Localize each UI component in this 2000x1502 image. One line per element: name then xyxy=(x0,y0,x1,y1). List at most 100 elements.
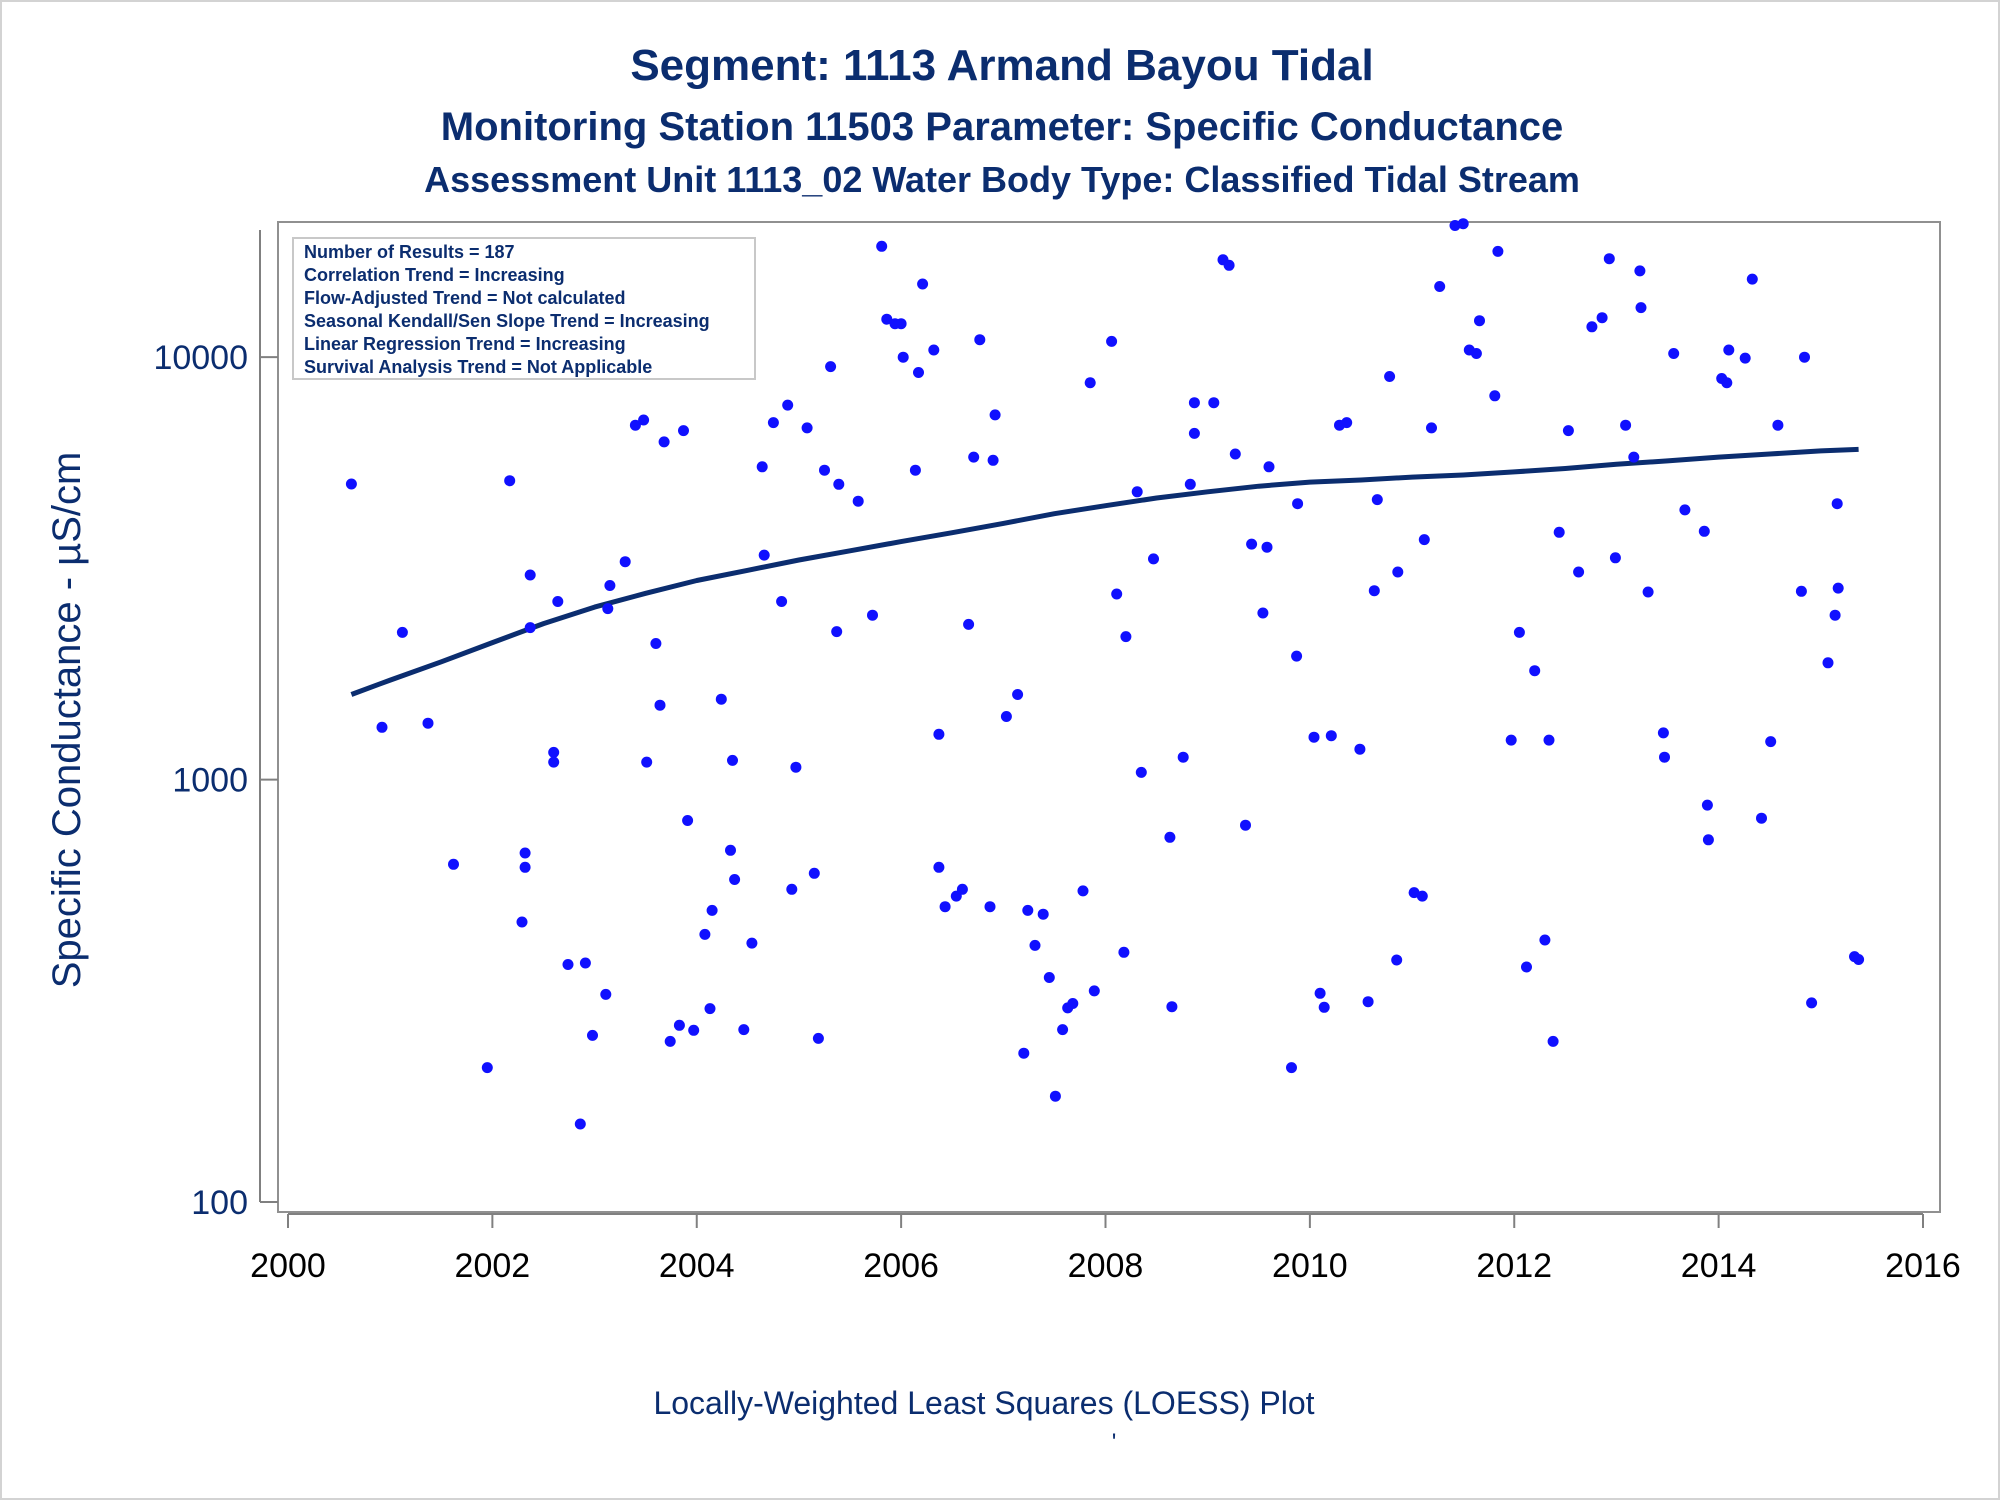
data-point xyxy=(1701,799,1713,811)
data-point xyxy=(1164,831,1176,843)
stats-line: Survival Analysis Trend = Not Applicable xyxy=(304,357,652,377)
data-point xyxy=(1799,351,1810,363)
data-point xyxy=(1756,812,1767,824)
data-point xyxy=(562,959,574,970)
data-point xyxy=(524,569,536,581)
data-point xyxy=(548,746,560,758)
data-point xyxy=(1043,972,1055,983)
data-point xyxy=(1543,734,1555,746)
data-point xyxy=(897,351,909,363)
data-point xyxy=(688,1024,700,1036)
data-point xyxy=(1628,451,1640,463)
plot-area xyxy=(277,221,1941,1213)
data-point xyxy=(1657,727,1669,739)
data-point xyxy=(1795,585,1807,597)
data-point xyxy=(1418,534,1430,546)
data-point xyxy=(1292,498,1304,510)
data-point xyxy=(1263,461,1275,473)
data-point xyxy=(519,847,531,859)
data-point xyxy=(767,417,779,429)
chart-subtitle: Monitoring Station 11503 Parameter: Spec… xyxy=(441,105,1564,149)
data-point xyxy=(1325,730,1337,742)
data-point xyxy=(1831,498,1843,510)
data-point xyxy=(1702,834,1714,846)
x-tick-label: 2012 xyxy=(1476,1247,1552,1285)
data-point xyxy=(516,916,528,928)
footnote-mark: ' xyxy=(1112,1429,1117,1456)
data-point xyxy=(1371,494,1383,506)
stats-line: Seasonal Kendall/Sen Slope Trend = Incre… xyxy=(304,311,710,331)
data-point xyxy=(808,867,820,879)
y-tick-label: 1000 xyxy=(172,762,248,800)
data-point xyxy=(1505,734,1517,746)
data-point xyxy=(1822,657,1834,669)
x-tick-label: 2014 xyxy=(1681,1247,1757,1285)
data-point xyxy=(1000,711,1012,722)
x-tick-label: 2006 xyxy=(863,1247,939,1285)
data-point xyxy=(574,1118,586,1130)
data-point xyxy=(1362,996,1374,1008)
data-point xyxy=(1659,751,1670,763)
data-point xyxy=(933,861,945,873)
x-axis: 2000 2002 2004 2006 2008 2010 2012 2014 2016 xyxy=(250,1213,1961,1285)
data-point xyxy=(1368,585,1380,597)
y-tick-label: 10000 xyxy=(153,339,248,377)
data-point xyxy=(682,815,694,826)
data-point xyxy=(706,904,718,916)
data-point xyxy=(1829,609,1841,621)
data-point xyxy=(604,580,616,591)
data-point xyxy=(1135,766,1147,778)
data-point xyxy=(548,756,560,768)
data-point xyxy=(1529,665,1541,677)
loess-layer xyxy=(350,446,1859,697)
data-point xyxy=(746,937,758,949)
data-point xyxy=(699,928,711,940)
data-point xyxy=(1077,885,1089,897)
data-point xyxy=(1037,908,1049,920)
data-point xyxy=(1721,377,1733,389)
data-point xyxy=(790,761,802,773)
x-tick-label: 2016 xyxy=(1885,1247,1961,1285)
data-point xyxy=(1318,1001,1330,1013)
data-point xyxy=(641,756,653,768)
data-point xyxy=(968,451,980,463)
data-point xyxy=(1698,525,1710,537)
data-point xyxy=(729,874,741,885)
data-point xyxy=(1341,417,1353,429)
x-tick-label: 2010 xyxy=(1272,1247,1348,1285)
data-point xyxy=(1118,946,1130,958)
data-point xyxy=(1739,352,1751,364)
data-point xyxy=(1642,586,1654,598)
data-point xyxy=(917,278,929,290)
stats-line: Linear Regression Trend = Increasing xyxy=(304,334,626,354)
data-point xyxy=(974,334,986,346)
data-point xyxy=(1188,427,1200,439)
data-point xyxy=(1474,315,1485,327)
data-point xyxy=(1772,419,1784,431)
data-point xyxy=(1586,321,1598,333)
data-point xyxy=(1635,302,1647,314)
data-point xyxy=(782,399,794,411)
data-point xyxy=(1426,422,1437,434)
data-point xyxy=(504,475,516,487)
y-tick-label: 100 xyxy=(191,1184,248,1222)
data-point xyxy=(678,425,689,437)
data-point xyxy=(963,618,975,630)
data-point xyxy=(579,957,591,969)
data-point xyxy=(1765,736,1777,748)
data-point xyxy=(801,422,813,434)
data-point xyxy=(1223,259,1235,271)
data-point xyxy=(1261,541,1273,553)
stats-line: Correlation Trend = Increasing xyxy=(304,265,565,285)
data-point xyxy=(650,638,662,649)
data-point xyxy=(756,461,768,473)
data-point xyxy=(1184,478,1196,490)
y-axis-title: Specific Conductance - µS/cm xyxy=(45,452,89,989)
stats-line: Number of Results = 187 xyxy=(304,242,515,262)
data-point xyxy=(1746,273,1758,285)
data-point xyxy=(1573,566,1585,578)
data-point xyxy=(602,603,614,615)
data-point xyxy=(1853,954,1865,965)
data-point xyxy=(1084,377,1096,389)
data-point xyxy=(1166,1001,1178,1013)
